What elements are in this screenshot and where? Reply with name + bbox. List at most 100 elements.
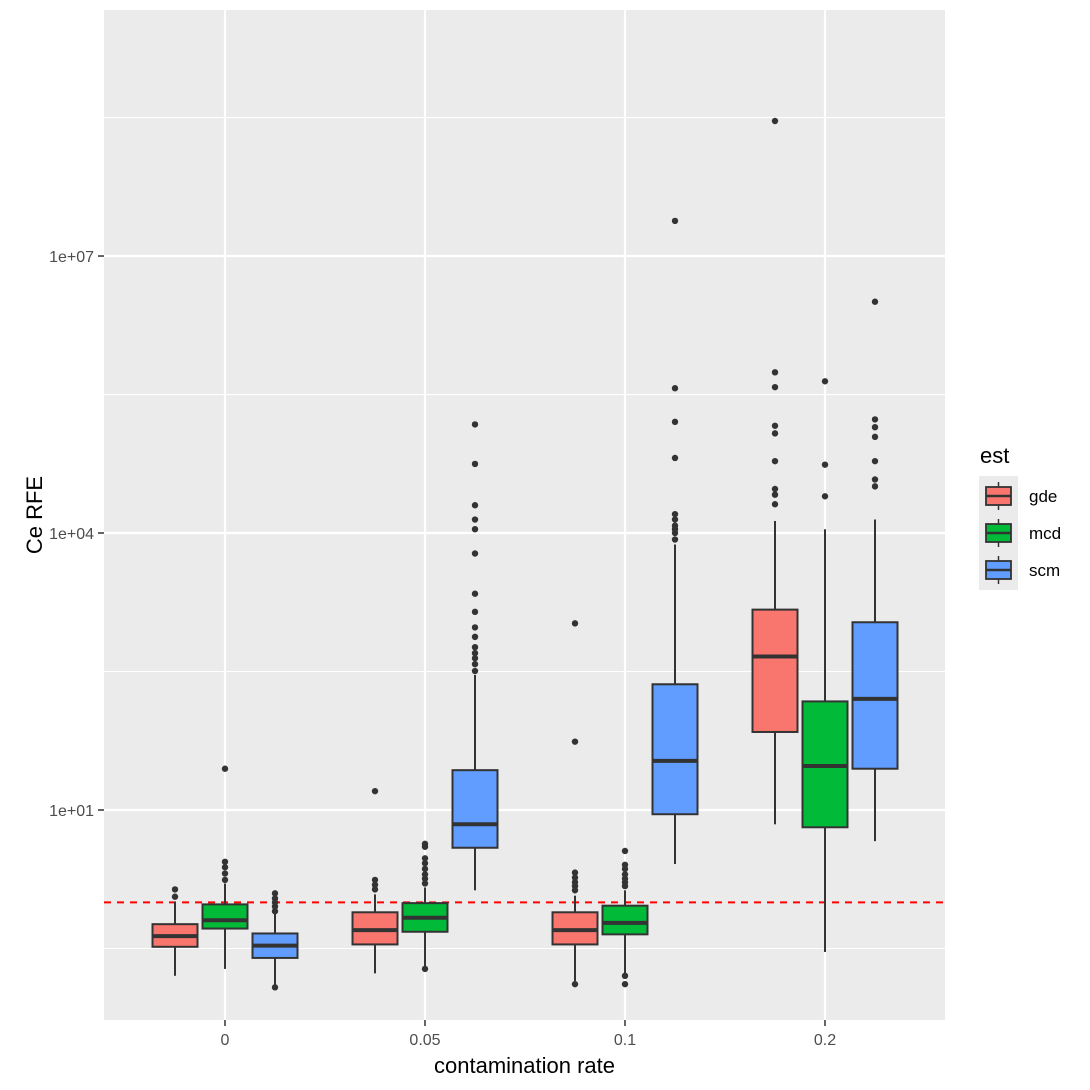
box-body (451, 769, 499, 849)
outlier-point (571, 738, 579, 745)
outlier-point (271, 895, 279, 902)
outlier-point (371, 886, 379, 893)
box-mcd-0.05 (401, 840, 449, 973)
box-mcd-0.1 (601, 847, 649, 988)
outlier-point (271, 984, 279, 991)
box-scm-0.05 (451, 421, 499, 891)
outlier-point (671, 516, 679, 523)
outlier-point (571, 980, 579, 988)
outlier-point (571, 874, 579, 881)
outlier-point (471, 649, 479, 657)
outlier-point (671, 418, 679, 426)
minor-grid (104, 116, 945, 950)
legend-label-gde: gde (1029, 487, 1057, 506)
outlier-point (671, 385, 679, 392)
outlier-point (671, 536, 679, 543)
x-tick-label: 0.05 (409, 1032, 440, 1049)
outlier-point (771, 430, 779, 437)
outlier-point (871, 298, 879, 305)
outlier-point (271, 908, 279, 915)
outlier-point (771, 485, 779, 493)
y-tick-label: 1e+01 (49, 803, 94, 820)
outlier-point (621, 871, 629, 878)
outlier-point (471, 516, 479, 523)
outlier-point (771, 383, 779, 391)
box-scm-0.2 (851, 298, 899, 842)
legend-key-scm (985, 556, 1012, 584)
outlier-point (871, 423, 879, 431)
outlier-point (621, 972, 629, 980)
outlier-point (471, 608, 479, 616)
outlier-point (771, 422, 779, 429)
legend: est gde mcd scm (979, 443, 1061, 590)
outlier-point (771, 369, 779, 376)
outlier-point (471, 502, 479, 509)
box-gde-0 (151, 886, 199, 976)
y-tick-label: 1e+07 (49, 249, 94, 266)
outlier-point (421, 965, 429, 973)
y-axis-title: Ce RFE (22, 476, 47, 554)
outlier-point (221, 876, 229, 884)
outlier-point (371, 876, 379, 884)
outlier-point (871, 476, 879, 483)
box-gde-0.2 (751, 117, 799, 825)
outlier-point (871, 483, 879, 490)
legend-title: est (980, 443, 1009, 468)
y-tick-label: 1e+04 (49, 526, 94, 543)
outlier-point (471, 667, 479, 675)
outlier-point (471, 525, 479, 533)
outlier-point (471, 550, 479, 557)
outlier-point (671, 510, 679, 518)
outlier-point (471, 643, 479, 651)
outlier-point (421, 855, 429, 862)
boxes-layer (151, 117, 899, 991)
box-body (751, 608, 799, 733)
outlier-point (221, 870, 229, 877)
outlier-point (771, 491, 779, 498)
box-scm-0.1 (651, 217, 699, 865)
outlier-point (471, 460, 479, 468)
outlier-point (621, 861, 629, 868)
outlier-point (821, 378, 829, 385)
outlier-point (471, 624, 479, 631)
outlier-point (421, 860, 429, 867)
outlier-point (471, 590, 479, 597)
box-mcd-0 (201, 765, 249, 969)
box-gde-0.1 (551, 620, 599, 988)
outlier-point (621, 847, 629, 855)
y-axis: 1e+01 1e+04 1e+07 (49, 249, 104, 820)
box-body (851, 621, 899, 770)
box-body (201, 903, 249, 930)
outlier-point (571, 879, 579, 886)
outlier-point (371, 881, 379, 888)
outlier-point (421, 871, 429, 878)
outlier-point (671, 454, 679, 462)
outlier-point (471, 421, 479, 428)
outlier-point (621, 980, 629, 988)
outlier-point (471, 660, 479, 668)
box-body (601, 904, 649, 936)
box-gde-0.05 (351, 787, 399, 974)
legend-label-scm: scm (1029, 561, 1060, 580)
outlier-point (771, 457, 779, 465)
outlier-point (821, 493, 829, 500)
x-axis-title: contamination rate (434, 1053, 615, 1078)
box-scm-0 (251, 890, 299, 991)
x-tick-label: 0 (221, 1032, 230, 1049)
box-mcd-0.2 (801, 378, 849, 952)
outlier-point (871, 457, 879, 465)
outlier-point (671, 217, 679, 225)
outlier-point (221, 765, 229, 772)
outlier-point (771, 501, 779, 508)
outlier-point (871, 433, 879, 441)
outlier-point (221, 858, 229, 865)
outlier-point (421, 840, 429, 848)
legend-label-mcd: mcd (1029, 524, 1061, 543)
outlier-point (421, 865, 429, 873)
x-axis: 0 0.05 0.1 0.2 (221, 1020, 836, 1049)
outlier-point (571, 620, 579, 627)
outlier-point (471, 633, 479, 641)
outlier-point (171, 886, 179, 893)
outlier-point (871, 416, 879, 423)
